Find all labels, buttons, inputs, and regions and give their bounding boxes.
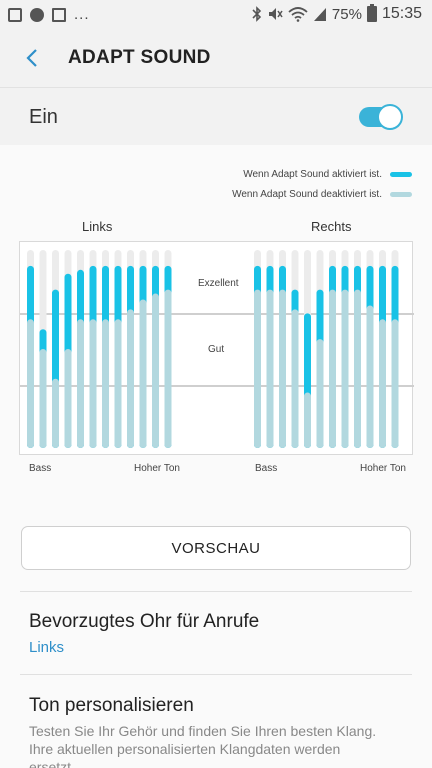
- chevron-left-icon: [26, 49, 37, 67]
- right-bar-inactive: [279, 289, 286, 448]
- right-bar-inactive: [379, 319, 386, 448]
- legend-active: Wenn Adapt Sound aktiviert ist.: [232, 165, 412, 183]
- preferred-ear-setting[interactable]: Bevorzugtes Ohr für Anrufe Links: [0, 592, 432, 672]
- wifi-icon: [288, 7, 308, 22]
- left-bar-inactive: [127, 309, 134, 448]
- level-good-label: Gut: [208, 344, 225, 355]
- clock: 15:35: [381, 5, 422, 22]
- personalize-sound-setting[interactable]: Ton personalisieren Testen Sie Ihr Gehör…: [0, 675, 432, 768]
- content-area: Wenn Adapt Sound aktiviert ist. Wenn Ada…: [0, 145, 432, 768]
- legend-inactive-swatch: [390, 191, 412, 197]
- app-bar: ADAPT SOUND: [0, 30, 432, 86]
- left-bar-inactive: [39, 349, 47, 448]
- bluetooth-icon: [252, 6, 262, 22]
- master-switch-toggle[interactable]: [357, 103, 403, 131]
- mute-icon: [268, 8, 283, 20]
- left-bar-inactive: [152, 293, 159, 448]
- legend-active-swatch: [390, 171, 412, 177]
- divider: [20, 674, 412, 675]
- right-bar-inactive: [266, 289, 274, 448]
- right-bar-inactive: [304, 392, 311, 448]
- legend-inactive: Wenn Adapt Sound deaktiviert ist.: [232, 185, 412, 203]
- personalize-sound-description: Testen Sie Ihr Gehör und finden Sie Ihre…: [29, 723, 377, 768]
- back-button[interactable]: [18, 42, 50, 74]
- more-notifications: ...: [74, 6, 90, 23]
- right-bar-inactive: [354, 289, 361, 448]
- mail-icon: [52, 7, 66, 22]
- right-axis-start: Bass: [255, 463, 278, 474]
- chart-legend: Wenn Adapt Sound aktiviert ist. Wenn Ada…: [232, 165, 412, 203]
- right-bar-inactive: [316, 339, 324, 448]
- right-axis-end: Hoher Ton: [360, 463, 406, 474]
- signal-icon: [313, 8, 326, 21]
- toggle-thumb: [377, 104, 403, 130]
- legend-inactive-label: Wenn Adapt Sound deaktiviert ist.: [232, 188, 382, 200]
- master-switch-label: Ein: [29, 106, 58, 128]
- left-bar-inactive: [114, 319, 122, 448]
- right-bar-inactive: [329, 289, 336, 448]
- hearing-chart-svg: [20, 250, 414, 448]
- left-bar-inactive: [164, 289, 172, 448]
- preview-button[interactable]: VORSCHAU: [21, 526, 411, 570]
- left-axis-start: Bass: [29, 463, 52, 474]
- left-bar-inactive: [52, 378, 59, 448]
- left-chart-title: Links: [82, 219, 113, 234]
- preferred-ear-value: Links: [29, 639, 65, 656]
- battery-percent: 75%: [331, 5, 362, 23]
- left-axis-end: Hoher Ton: [134, 463, 180, 474]
- right-bar-inactive: [254, 289, 261, 448]
- right-bar-inactive: [366, 305, 374, 448]
- left-bar-inactive: [27, 319, 34, 448]
- master-switch-row[interactable]: Ein: [0, 87, 432, 145]
- music-icon: [30, 7, 44, 22]
- legend-active-label: Wenn Adapt Sound aktiviert ist.: [243, 168, 382, 180]
- system-icons: 75% 15:35: [252, 4, 422, 23]
- left-bar-inactive: [77, 319, 84, 448]
- battery-icon: [366, 4, 377, 22]
- personalize-sound-title: Ton personalisieren: [29, 695, 194, 716]
- right-bar-inactive: [341, 289, 349, 448]
- hearing-chart: Exzellent Gut: [19, 241, 414, 455]
- left-bar-inactive: [64, 349, 72, 448]
- right-bar-inactive: [291, 309, 299, 448]
- right-chart-title: Rechts: [311, 219, 352, 234]
- left-bar-inactive: [102, 319, 109, 448]
- preferred-ear-title: Bevorzugtes Ohr für Anrufe: [29, 611, 260, 632]
- left-bar-inactive: [89, 319, 97, 448]
- status-bar: ... 75% 15:35: [0, 0, 432, 30]
- divider: [20, 591, 412, 592]
- image-icon: [8, 7, 22, 22]
- page-title: ADAPT SOUND: [68, 47, 211, 68]
- right-bar-inactive: [391, 319, 399, 448]
- left-bar-inactive: [139, 299, 147, 448]
- notification-icons: ...: [8, 6, 90, 23]
- level-excellent-label: Exzellent: [198, 278, 239, 289]
